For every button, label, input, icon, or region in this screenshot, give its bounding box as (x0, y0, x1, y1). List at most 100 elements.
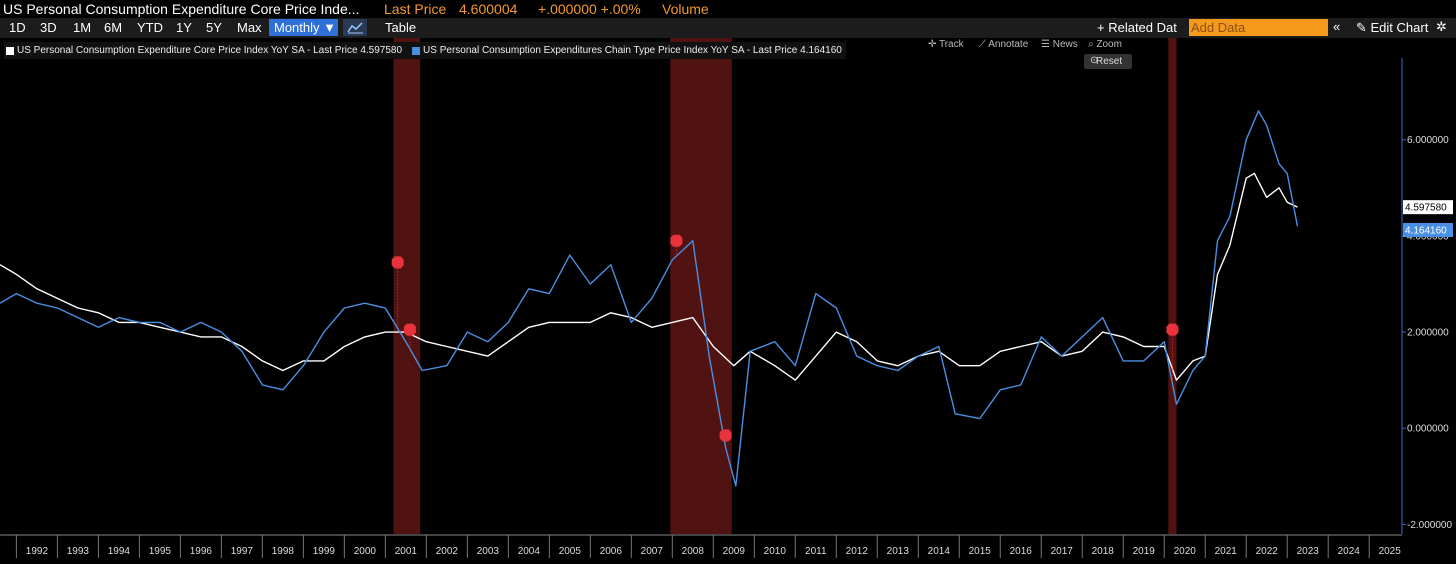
add-data-input[interactable] (1189, 19, 1328, 36)
range-5y[interactable]: 5Y (206, 20, 222, 35)
y-tick-label: 2.000000 (1407, 328, 1449, 339)
x-tick-label: 2000 (354, 546, 377, 557)
volume-label: Volume (662, 1, 709, 17)
zoom-label: Zoom (1096, 39, 1122, 50)
gear-icon[interactable]: ✲ (1436, 19, 1447, 34)
news-label: News (1052, 39, 1078, 50)
range-1d[interactable]: 1D (9, 20, 26, 35)
annotate-label: Annotate (988, 39, 1029, 50)
legend-swatch-headline (412, 46, 421, 55)
x-tick-label: 1999 (313, 546, 336, 557)
last-value-text: 4.597580 (1405, 203, 1447, 214)
y-axis-ticks: 6.0000004.0000002.0000000.000000-2.00000… (1402, 135, 1452, 531)
x-tick-label: 1993 (67, 546, 90, 557)
x-tick-label: 2003 (477, 546, 500, 557)
x-tick-label: 1994 (108, 546, 131, 557)
x-tick-label: 2001 (395, 546, 418, 557)
x-tick-label: 1992 (26, 546, 49, 557)
x-tick-label: 2008 (682, 546, 705, 557)
related-data-button[interactable]: + Related Dat (1097, 20, 1177, 35)
annotate-button[interactable]: ⟋ Annotate (979, 39, 1029, 50)
last-price-value: 4.600004 (459, 1, 518, 17)
x-tick-label: 1996 (190, 546, 213, 557)
x-tick-label: 1997 (231, 546, 254, 557)
x-axis-ticks: 1992 1993 1994 1995 1996 1997 1998 1999 2000 2001… (15, 535, 1402, 558)
x-tick-label: 2013 (887, 546, 910, 557)
line-chart-icon[interactable] (343, 19, 367, 36)
x-tick-label: 2005 (559, 546, 582, 557)
recession-band (1168, 38, 1177, 534)
x-tick-label: 2012 (846, 546, 869, 557)
title-bar: US Personal Consumption Expenditure Core… (0, 0, 1456, 19)
x-tick-label: 2006 (600, 546, 623, 557)
x-tick-label: 2022 (1256, 546, 1279, 557)
zoom-button[interactable]: ⌕ Zoom (1088, 39, 1122, 50)
track-button[interactable]: ✛ Track (928, 39, 964, 50)
recession-marker (403, 323, 416, 336)
x-tick-label: 2025 (1379, 546, 1402, 557)
range-6m[interactable]: 6M (104, 20, 123, 35)
series-line (0, 110, 1299, 487)
x-tick-label: 2024 (1338, 546, 1361, 557)
y-tick-label: -2.000000 (1407, 520, 1452, 531)
edit-chart-button[interactable]: ✎ Edit Chart (1356, 20, 1429, 35)
chart-toolbar: 1D 3D 1M 6M YTD 1Y 5Y Max Monthly ▼ Tabl… (0, 18, 1456, 38)
x-tick-label: 2014 (928, 546, 951, 557)
recession-shading (393, 38, 1177, 534)
last-value-label: 4.597580 (1403, 200, 1453, 215)
range-1m[interactable]: 1M (73, 20, 92, 35)
recession-markers (391, 234, 1179, 448)
reset-label: Reset (1096, 56, 1123, 67)
series-line (0, 172, 1298, 381)
x-tick-label: 2017 (1051, 546, 1074, 557)
recession-marker (391, 256, 404, 269)
x-tick-label: 2021 (1215, 546, 1238, 557)
range-1y[interactable]: 1Y (176, 20, 192, 35)
x-tick-label: 2011 (805, 546, 827, 557)
recession-marker (719, 429, 732, 442)
range-ytd[interactable]: YTD (137, 20, 163, 35)
range-3d[interactable]: 3D (40, 20, 57, 35)
recession-band (393, 38, 421, 534)
range-max[interactable]: Max (237, 20, 262, 35)
x-tick-label: 2015 (969, 546, 992, 557)
price-change: +.000000 +.00% (538, 1, 641, 17)
frequency-label: Monthly ▼ (274, 20, 336, 35)
track-label: Track (938, 39, 964, 50)
x-tick-label: 2007 (641, 546, 664, 557)
x-tick-label: 2023 (1297, 546, 1320, 557)
x-tick-label: 2004 (518, 546, 541, 557)
recession-marker (1166, 323, 1179, 336)
y-tick-label: 0.000000 (1407, 424, 1449, 435)
last-value-box (1403, 200, 1453, 215)
series-lines (0, 110, 1299, 487)
x-tick-label: 1998 (272, 546, 295, 557)
frequency-dropdown[interactable]: Monthly ▼ (269, 19, 338, 36)
x-tick-label: 2018 (1092, 546, 1115, 557)
collapse-icon[interactable]: « (1333, 19, 1341, 34)
x-tick-label: 1995 (149, 546, 172, 557)
chart-legend: US Personal Consumption Expenditure Core… (4, 42, 846, 59)
legend-swatch-core (6, 46, 14, 55)
last-value-labels: 4.597580 4.164160 (1403, 200, 1453, 238)
x-tick-label: 2010 (764, 546, 787, 557)
last-value-label: 4.164160 (1403, 223, 1453, 238)
security-title[interactable]: US Personal Consumption Expenditure Core… (0, 1, 364, 19)
x-tick-label: 2016 (1010, 546, 1033, 557)
last-value-box (1403, 223, 1453, 238)
recession-band (670, 38, 732, 534)
line-chart[interactable]: 6.0000004.0000002.0000000.000000-2.00000… (0, 38, 1456, 564)
x-tick-label: 2009 (723, 546, 746, 557)
x-tick-label: 2002 (436, 546, 459, 557)
x-tick-label: 2020 (1174, 546, 1197, 557)
table-button[interactable]: Table (385, 20, 417, 35)
reset-button[interactable]: ⊙ Reset (1084, 54, 1132, 69)
y-tick-label: 6.000000 (1407, 135, 1449, 146)
legend-label-core[interactable]: US Personal Consumption Expenditure Core… (17, 45, 403, 56)
last-value-text: 4.164160 (1405, 226, 1447, 237)
news-button[interactable]: ☰ News (1041, 39, 1078, 50)
recession-marker (670, 234, 683, 247)
last-price-label: Last Price (384, 1, 447, 17)
legend-label-headline[interactable]: US Personal Consumption Expenditures Cha… (423, 45, 842, 56)
x-tick-label: 2019 (1133, 546, 1156, 557)
